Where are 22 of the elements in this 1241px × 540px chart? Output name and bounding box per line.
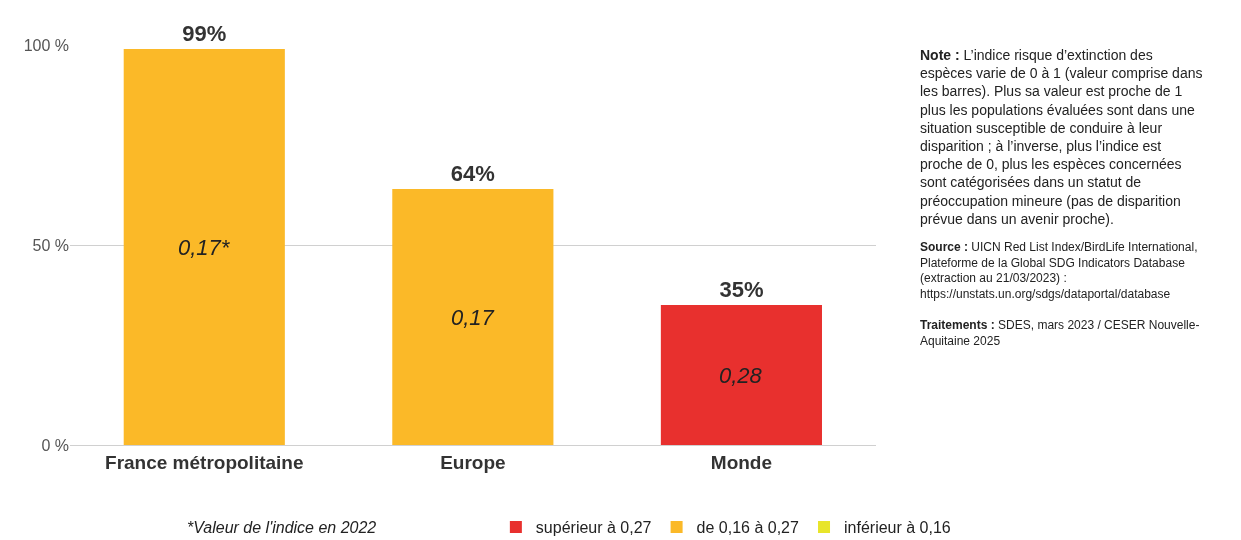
bar [392, 189, 554, 445]
text: *Valeur de l'indice en 2022 [187, 519, 377, 536]
source-note: Source : UICN Red List Index/BirdLife International, Plateforme de la Global SDG Indicators Database (extraction au 21/03/2023) : https://unstats.un.org/sdgs/dataportal/database [920, 240, 1198, 301]
bar [123, 49, 285, 445]
bar [660, 305, 822, 445]
annotation: 0,17 [451, 305, 495, 330]
text: Traitements : SDES, mars 2023 / CESER Nouvelle-Aquitaine 2025 [920, 318, 1200, 348]
y-tick-label: 50 % [32, 236, 69, 254]
annotation: 0,17* [178, 235, 231, 260]
annotation: 0,28 [719, 363, 763, 388]
data-label: 99% [182, 21, 227, 46]
legend-label: de 0,16 à 0,27 [696, 519, 800, 537]
data-label: 35% [719, 277, 764, 302]
x-tick-label: France métropolitaine [105, 451, 304, 473]
y-tick-label: 0 % [41, 436, 69, 454]
x-tick-label: Monde [710, 451, 773, 473]
y-tick-label: 100 % [23, 36, 69, 54]
legend-label: inférieur à 0,16 [844, 519, 951, 537]
text: Note : L’indice risque d’extinction des espèces varie de 0 à 1 (valeur comprise dans les barres). Plus sa valeur est proche de 1 plus les populations évaluées sont dans une situation susceptible de conduire à leur disparition ; à l’inverse, plus l’indice est proche de 0, plus les espèces concernées sont catégorisées dans un statut de préoccupation mineure (pas de disparition prévue dans un avenir proche). [920, 47, 1203, 227]
data-label: 64% [450, 161, 495, 186]
x-tick-label: Europe [440, 451, 506, 473]
legend-label: supérieur à 0,27 [535, 519, 652, 537]
